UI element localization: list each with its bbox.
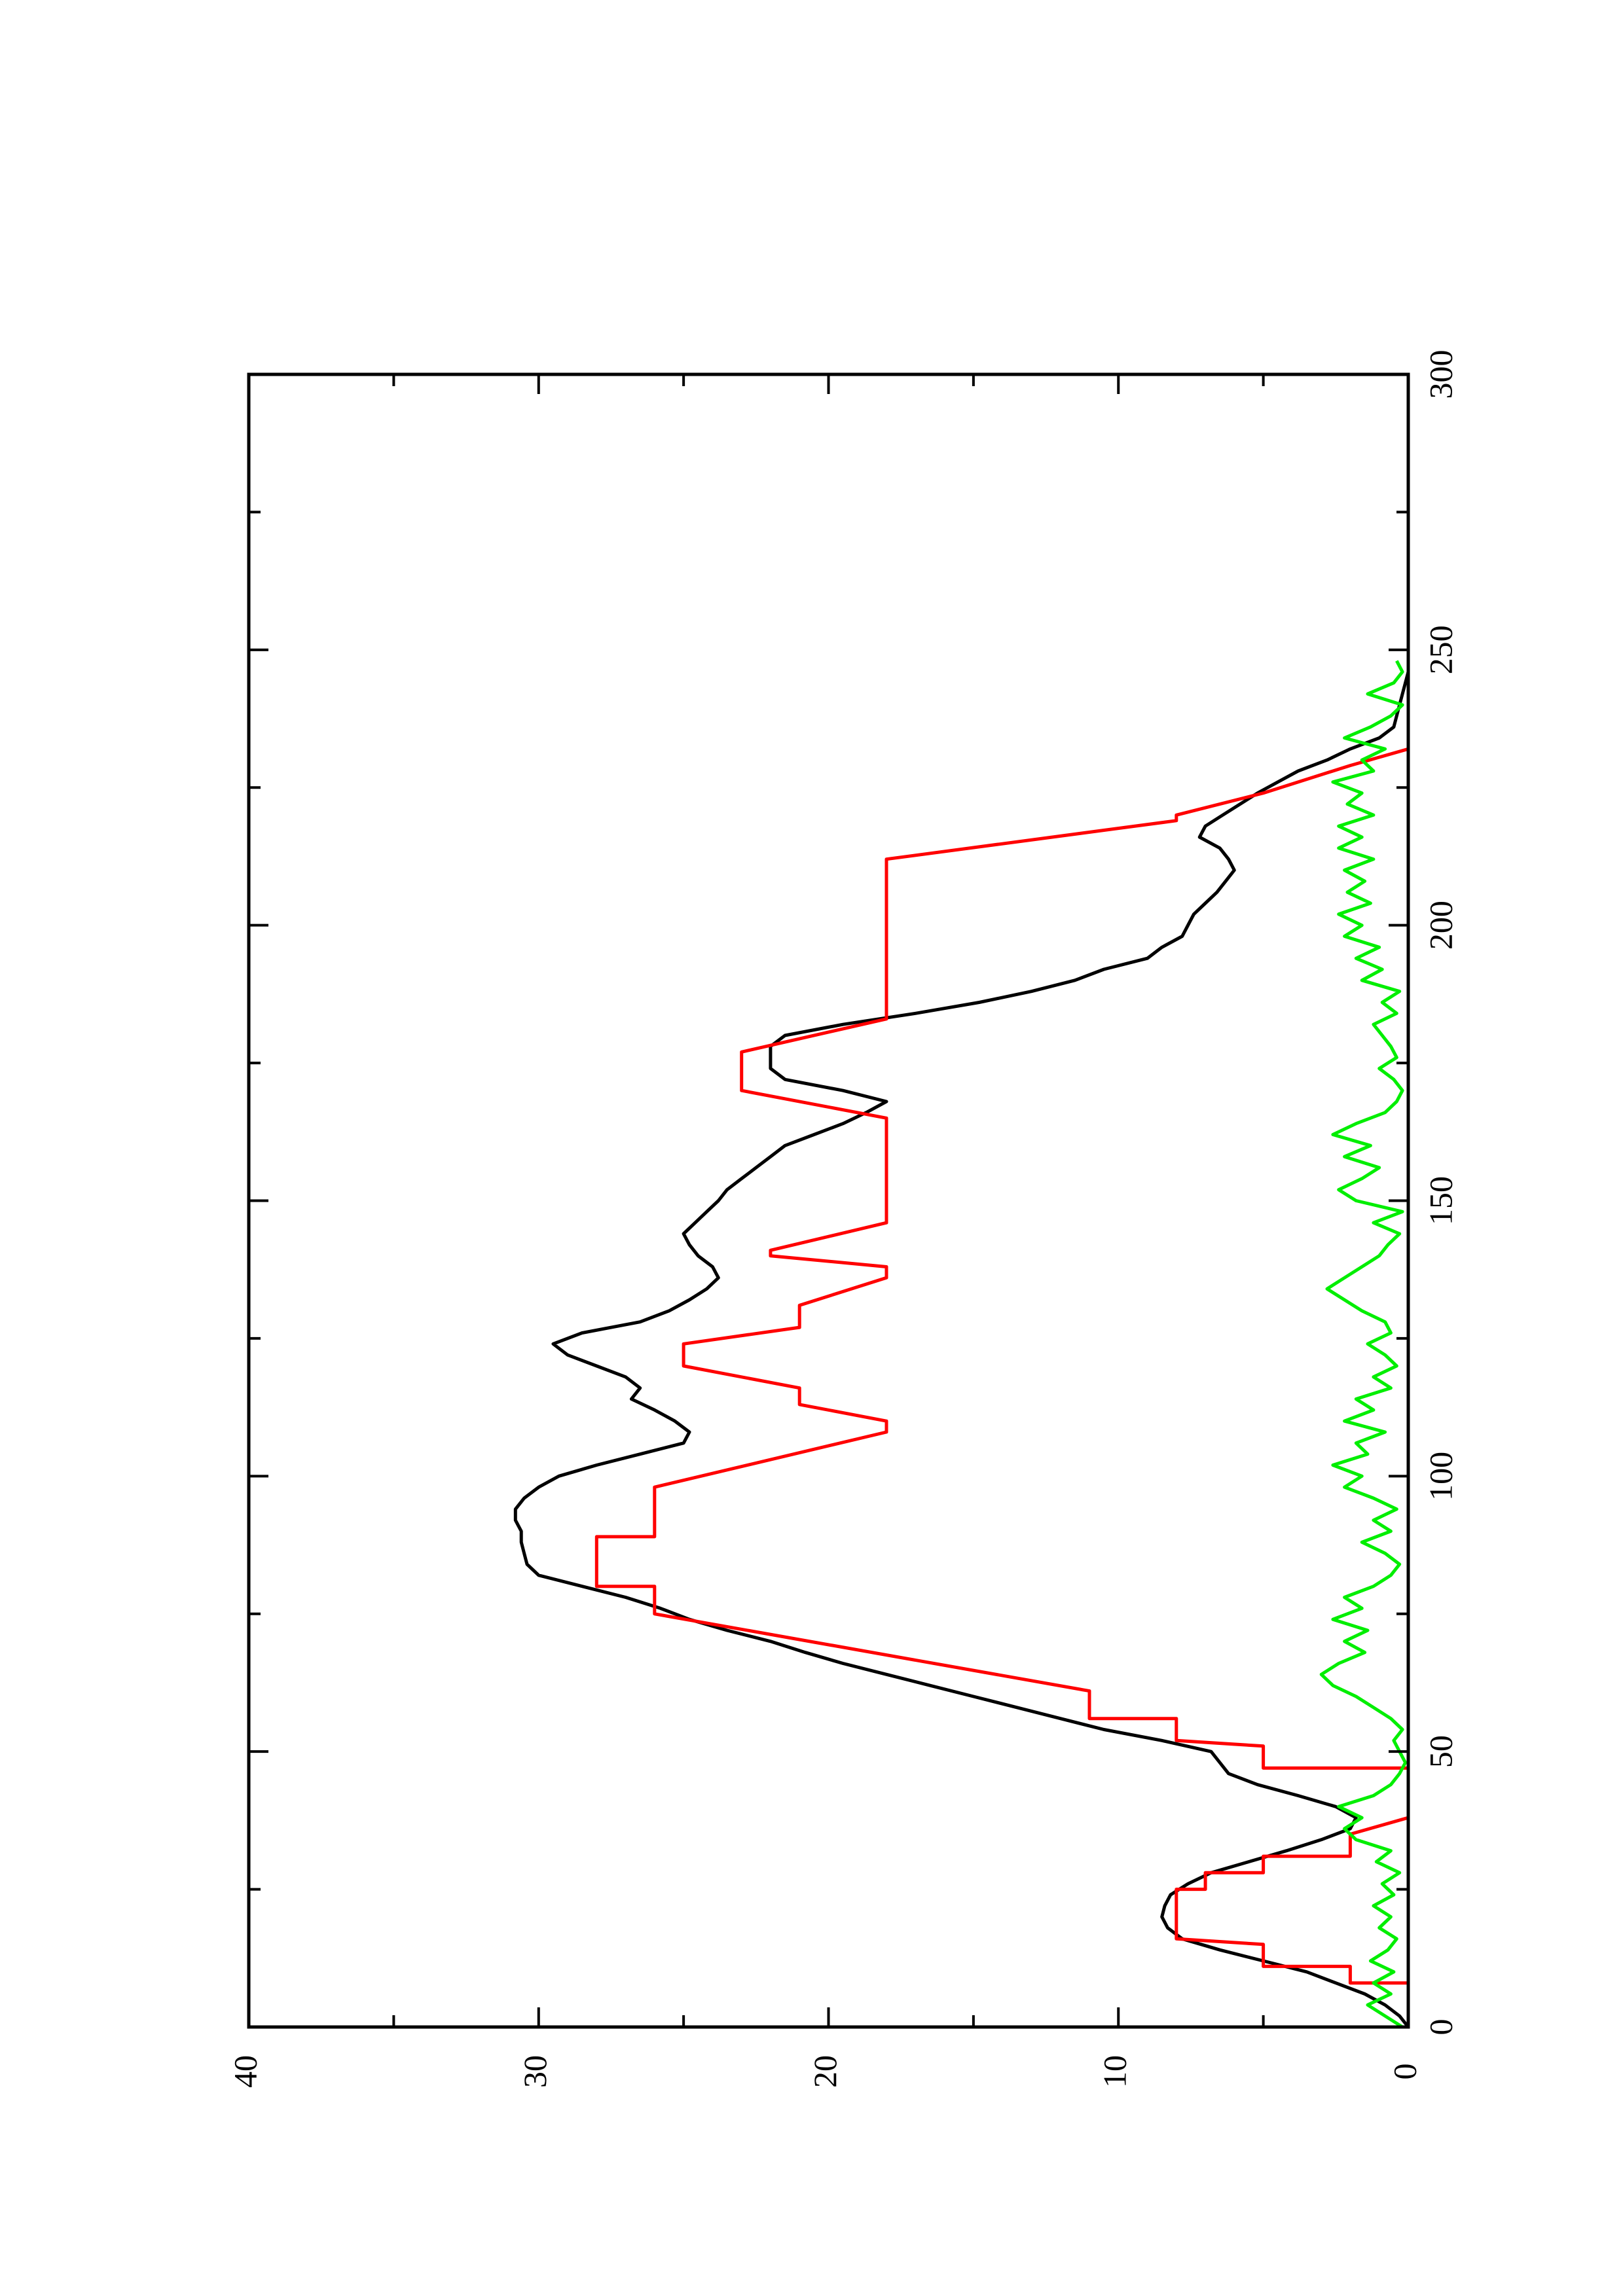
- x-tick-label-250: 250: [1422, 625, 1459, 674]
- series-line-2: [594, 738, 1410, 2027]
- plot-frame: [247, 372, 1410, 2029]
- series-line-3: [1319, 660, 1408, 2029]
- x-tick-label-100: 100: [1422, 1452, 1459, 1501]
- y-tick-label-30: 30: [517, 2055, 553, 2088]
- x-tick-label-200: 200: [1422, 901, 1459, 950]
- y-tick-label-0: 0: [1386, 2064, 1423, 2080]
- x-tick-label-0: 0: [1422, 2019, 1459, 2036]
- x-tick-label-150: 150: [1422, 1176, 1459, 1225]
- x-tick-label-50: 50: [1422, 1735, 1459, 1768]
- y-tick-label-20: 20: [807, 2055, 843, 2088]
- series-layer: [513, 660, 1410, 2029]
- y-tick-label-40: 40: [227, 2055, 263, 2088]
- y-tick-label-10: 10: [1097, 2055, 1133, 2088]
- series-line-1: [513, 660, 1410, 2028]
- x-tick-label-300: 300: [1422, 350, 1459, 399]
- ticks-layer: 0 50 100 150 200 250 300 0 10 20 30 40: [227, 350, 1459, 2089]
